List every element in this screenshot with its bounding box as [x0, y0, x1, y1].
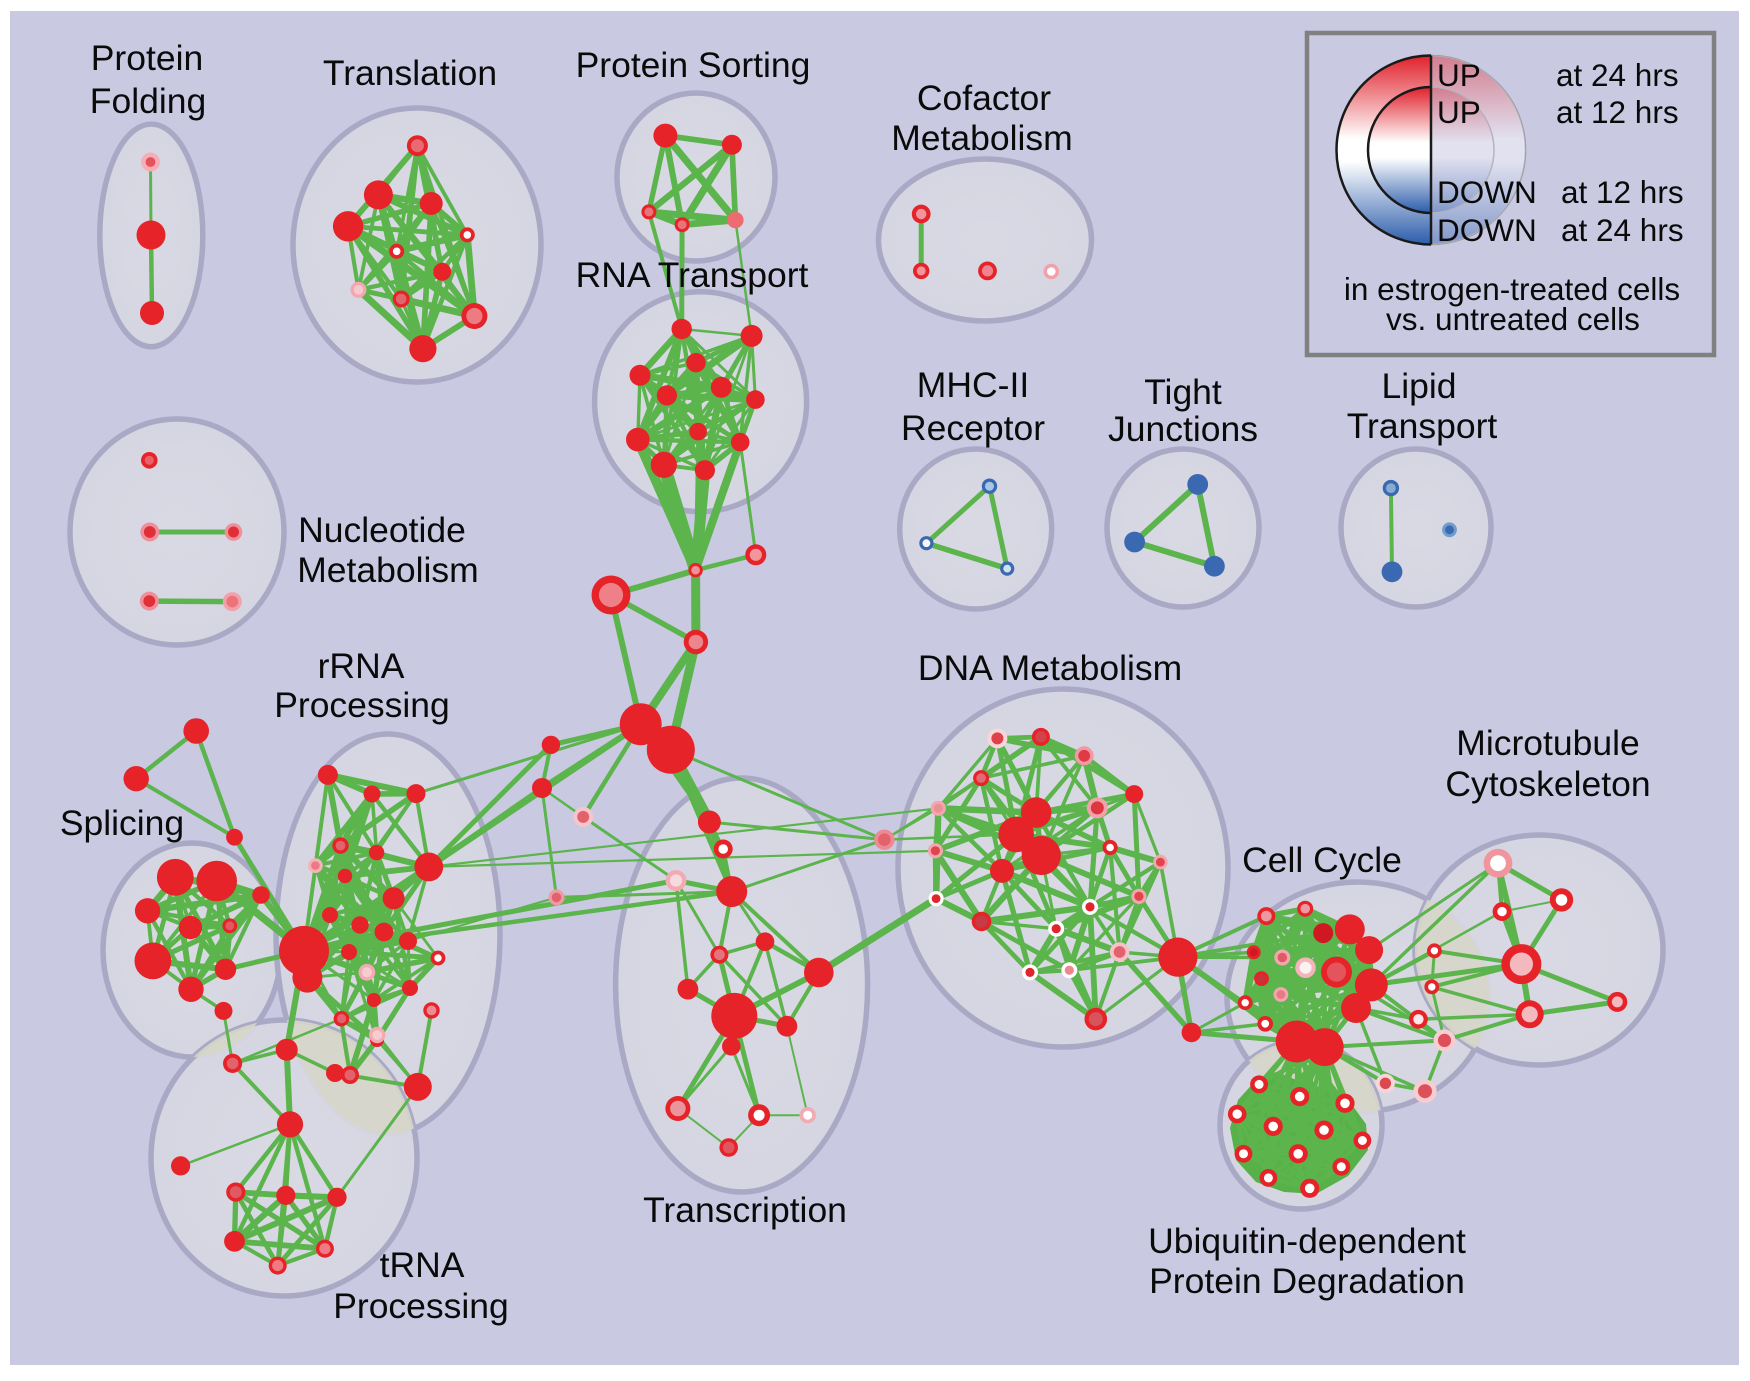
- svg-text:DOWN: DOWN: [1437, 174, 1537, 210]
- svg-text:Lipid: Lipid: [1381, 366, 1456, 406]
- svg-text:Tight: Tight: [1144, 372, 1222, 412]
- svg-text:Nucleotide: Nucleotide: [298, 510, 466, 550]
- svg-text:Ubiquitin-dependent: Ubiquitin-dependent: [1148, 1221, 1466, 1261]
- svg-text:Receptor: Receptor: [901, 408, 1045, 448]
- svg-text:Protein Sorting: Protein Sorting: [576, 45, 811, 85]
- svg-text:Cell Cycle: Cell Cycle: [1242, 840, 1402, 880]
- svg-text:Processing: Processing: [333, 1286, 509, 1326]
- svg-text:Transcription: Transcription: [643, 1190, 847, 1230]
- svg-text:Splicing: Splicing: [60, 803, 184, 843]
- svg-text:Metabolism: Metabolism: [297, 550, 479, 590]
- svg-text:Cofactor: Cofactor: [917, 78, 1051, 118]
- svg-text:Metabolism: Metabolism: [891, 118, 1073, 158]
- svg-text:UP: UP: [1437, 57, 1481, 93]
- svg-text:Folding: Folding: [90, 81, 206, 121]
- svg-text:Transport: Transport: [1347, 406, 1498, 446]
- svg-text:vs. untreated cells: vs. untreated cells: [1386, 301, 1640, 337]
- svg-text:Translation: Translation: [323, 53, 497, 93]
- svg-text:Cytoskeleton: Cytoskeleton: [1445, 764, 1650, 804]
- svg-text:Processing: Processing: [274, 685, 450, 725]
- svg-text:MHC-II: MHC-II: [917, 365, 1029, 405]
- svg-text:at 12 hrs: at 12 hrs: [1561, 174, 1684, 210]
- svg-text:at 12 hrs: at 12 hrs: [1556, 94, 1679, 130]
- svg-text:DOWN: DOWN: [1437, 212, 1537, 248]
- svg-text:DNA Metabolism: DNA Metabolism: [918, 648, 1182, 688]
- svg-text:UP: UP: [1437, 94, 1481, 130]
- svg-text:Protein Degradation: Protein Degradation: [1149, 1261, 1465, 1301]
- svg-text:Microtubule: Microtubule: [1456, 723, 1640, 763]
- svg-text:at 24 hrs: at 24 hrs: [1556, 57, 1679, 93]
- svg-text:Junctions: Junctions: [1108, 409, 1258, 449]
- svg-text:Protein: Protein: [91, 38, 203, 78]
- svg-text:RNA Transport: RNA Transport: [576, 255, 809, 295]
- svg-text:at 24 hrs: at 24 hrs: [1561, 212, 1684, 248]
- svg-text:rRNA: rRNA: [318, 646, 405, 686]
- svg-text:tRNA: tRNA: [380, 1245, 465, 1285]
